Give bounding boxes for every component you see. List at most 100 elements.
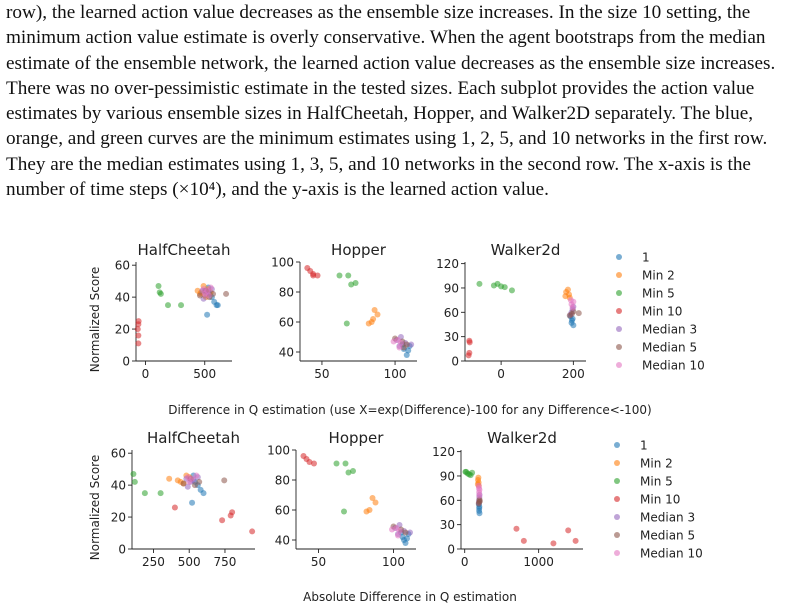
data-point-min-10 bbox=[520, 537, 527, 544]
data-point-min-5 bbox=[494, 280, 501, 287]
data-point-median-3 bbox=[407, 529, 413, 536]
panel-title: Walker2d bbox=[487, 429, 557, 447]
y-tick-label: 0 bbox=[447, 543, 455, 557]
legend-marker-min-10 bbox=[616, 308, 622, 314]
y-tick-label: 90 bbox=[444, 281, 459, 295]
row-x-axis-label: Difference in Q estimation (use X=exp(Di… bbox=[168, 403, 651, 417]
x-tick-label: 0 bbox=[461, 555, 469, 569]
row-x-axis-label: Absolute Difference in Q estimation bbox=[303, 590, 517, 604]
data-point-min-5 bbox=[333, 460, 340, 467]
legend-label: Median 3 bbox=[642, 323, 697, 337]
data-point-min-10 bbox=[135, 340, 142, 347]
data-point-min-10 bbox=[314, 272, 321, 279]
x-tick-label: 0 bbox=[142, 367, 150, 381]
panel-title: Walker2d bbox=[491, 241, 561, 259]
data-point-median-5 bbox=[402, 529, 409, 536]
data-point-min-5 bbox=[131, 478, 138, 485]
legend-label: Min 2 bbox=[640, 457, 673, 471]
legend-marker-min-2 bbox=[616, 272, 622, 278]
data-point-1 bbox=[204, 311, 211, 318]
data-point-min-5 bbox=[462, 468, 469, 475]
data-point-1 bbox=[189, 499, 196, 506]
data-point-min-5 bbox=[336, 272, 343, 279]
data-point-median-10 bbox=[395, 532, 401, 539]
y-tick-label: 60 bbox=[115, 259, 130, 273]
data-point-min-2 bbox=[166, 475, 173, 482]
y-tick-label: 120 bbox=[432, 445, 455, 459]
data-point-min-5 bbox=[343, 320, 350, 327]
panel-title: Hopper bbox=[329, 429, 385, 447]
data-point-1 bbox=[214, 302, 221, 309]
y-tick-label: 60 bbox=[279, 316, 294, 330]
data-point-min-2 bbox=[564, 286, 571, 293]
data-point-min-5 bbox=[508, 287, 515, 294]
y-tick-label: 30 bbox=[440, 518, 455, 532]
data-point-median-5 bbox=[180, 480, 187, 487]
data-point-median-5 bbox=[400, 344, 407, 351]
y-tick-label: 20 bbox=[115, 323, 130, 337]
data-point-min-10 bbox=[219, 517, 226, 524]
data-point-median-10 bbox=[193, 472, 200, 479]
y-tick-label: 100 bbox=[267, 444, 290, 458]
legend-label: 1 bbox=[642, 251, 650, 265]
legend-label: Median 3 bbox=[640, 511, 695, 525]
x-tick-label: 200 bbox=[562, 367, 585, 381]
paragraph-line: orange, and green curves are the minimum… bbox=[6, 128, 768, 150]
y-tick-label: 0 bbox=[451, 355, 459, 369]
x-tick-label: 250 bbox=[142, 555, 165, 569]
legend-marker-1 bbox=[614, 442, 620, 448]
data-point-1 bbox=[568, 317, 575, 324]
data-point-median-3 bbox=[408, 341, 415, 348]
legend-label: Min 5 bbox=[642, 287, 675, 301]
data-point-min-10 bbox=[171, 504, 178, 511]
x-tick-label: 1000 bbox=[523, 555, 554, 569]
legend-marker-min-5 bbox=[614, 478, 620, 484]
y-tick-label: 90 bbox=[440, 469, 455, 483]
y-tick-label: 40 bbox=[279, 346, 294, 360]
y-tick-label: 30 bbox=[444, 330, 459, 344]
data-point-median-5 bbox=[221, 477, 228, 484]
legend-marker-median-3 bbox=[614, 514, 620, 520]
data-point-min-10 bbox=[227, 512, 234, 519]
data-point-min-10 bbox=[513, 525, 520, 532]
panel-title: Hopper bbox=[331, 241, 387, 259]
legend-marker-median-10 bbox=[616, 362, 622, 368]
data-point-median-10 bbox=[396, 344, 403, 351]
y-axis-label: Normalized Score bbox=[88, 267, 102, 372]
y-tick-label: 60 bbox=[111, 447, 126, 461]
y-tick-label: 60 bbox=[440, 494, 455, 508]
data-point-min-2 bbox=[372, 499, 379, 506]
legend-marker-median-5 bbox=[614, 532, 620, 538]
legend-marker-min-2 bbox=[614, 460, 620, 466]
y-tick-label: 40 bbox=[115, 291, 130, 305]
data-point-median-10 bbox=[476, 492, 483, 499]
legend-label: Min 5 bbox=[640, 475, 673, 489]
x-tick-label: 100 bbox=[384, 367, 407, 381]
data-point-min-5 bbox=[341, 508, 347, 515]
data-point-min-2 bbox=[562, 293, 569, 300]
data-point-min-5 bbox=[352, 280, 359, 286]
data-point-min-5 bbox=[130, 470, 137, 477]
panel-title: HalfCheetah bbox=[138, 241, 231, 259]
data-point-min-5 bbox=[469, 469, 476, 476]
data-point-min-2 bbox=[369, 495, 376, 501]
x-tick-label: 750 bbox=[214, 555, 237, 569]
data-point-median-5 bbox=[575, 310, 582, 317]
data-point-median-10 bbox=[205, 292, 212, 299]
data-point-min-10 bbox=[249, 528, 256, 535]
data-point-median-5 bbox=[196, 478, 203, 485]
legend-label: Median 5 bbox=[642, 341, 697, 355]
data-point-min-10 bbox=[135, 332, 142, 339]
data-point-median-10 bbox=[397, 340, 404, 346]
data-point-min-10 bbox=[550, 540, 557, 547]
y-tick-label: 100 bbox=[271, 256, 294, 270]
x-tick-label: 500 bbox=[178, 555, 201, 569]
y-tick-label: 20 bbox=[111, 511, 126, 525]
legend-marker-min-5 bbox=[616, 290, 622, 296]
y-tick-label: 0 bbox=[122, 355, 130, 369]
data-point-median-10 bbox=[475, 482, 482, 489]
paragraph-line: number of time steps (×10⁴), and the y-a… bbox=[6, 179, 549, 201]
data-point-median-10 bbox=[207, 284, 214, 291]
data-point-min-2 bbox=[374, 311, 381, 318]
data-point-min-10 bbox=[311, 460, 317, 467]
